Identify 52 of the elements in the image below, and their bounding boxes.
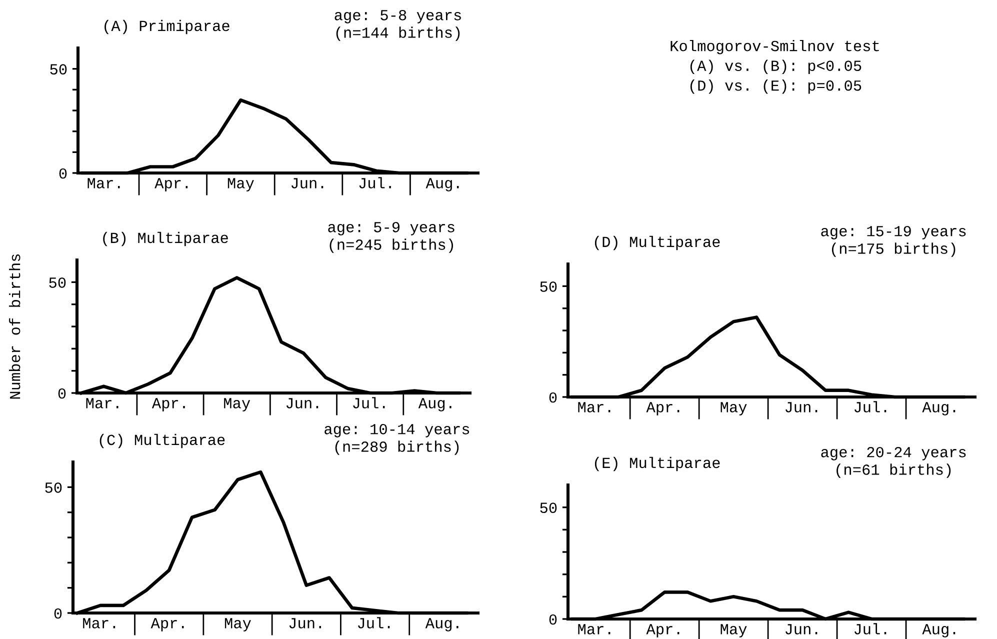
- x-tick-label: Aug.: [418, 398, 452, 412]
- x-tick-label: Aug.: [426, 178, 459, 192]
- y-tick-label: 50: [540, 281, 557, 292]
- x-tick-label: Jun.: [286, 398, 318, 408]
- x-tick-label: May: [224, 398, 250, 412]
- y-axis-title: Number of births: [9, 254, 20, 399]
- text: Kolmogorov-Smilnov test (A) vs. (B): p<0.05 (D) vs. (E): p=0.05: [670, 40, 879, 94]
- y-tick-label: 50: [50, 64, 67, 75]
- x-tick-label: Jul.: [353, 397, 385, 408]
- chart-title: (E) Multiparae: [594, 456, 720, 472]
- x-tick-label: Apr.: [646, 402, 680, 416]
- y-tick-label: 0: [549, 392, 557, 403]
- chart-title: (A) Primiparae: [104, 20, 230, 34]
- x-tick-label: Aug.: [922, 624, 956, 638]
- chart-subtitle: age: 15-19 years (n=175 births): [821, 226, 966, 257]
- chart-subtitle: age: 5-8 years (n=144 births): [334, 10, 461, 41]
- x-tick-label: May: [224, 618, 251, 632]
- x-tick-label: May: [228, 178, 254, 192]
- y-tick-label: 0: [58, 388, 66, 399]
- x-tick-label: Mar.: [83, 618, 116, 628]
- x-tick-label: May: [720, 624, 747, 638]
- chart-subtitle: age: 20-24 years (n=61 births): [821, 446, 966, 478]
- y-tick-label: 50: [45, 482, 62, 493]
- y-tick-label: 50: [540, 502, 557, 514]
- chart-subtitle: age: 10-14 years (n=289 births): [324, 424, 470, 455]
- chart-title: (C) Multiparae: [100, 434, 225, 448]
- x-tick-label: Jul.: [359, 177, 391, 188]
- x-tick-label: Jul.: [854, 623, 886, 634]
- y-tick-label: 0: [59, 168, 67, 179]
- x-tick-label: Jul.: [854, 401, 886, 412]
- x-tick-label: Jun.: [786, 624, 818, 634]
- x-tick-label: Apr.: [152, 398, 185, 412]
- chart-subtitle: age: 5-9 years (n=245 births): [328, 222, 454, 253]
- x-tick-label: May: [720, 402, 747, 416]
- x-tick-label: Apr.: [154, 178, 188, 192]
- x-tick-label: Aug.: [922, 402, 956, 416]
- x-tick-label: Mar.: [578, 402, 610, 412]
- x-tick-label: Apr.: [150, 618, 184, 632]
- chart-title: (B) Multiparae: [103, 232, 228, 246]
- chart-title: (D) Multiparae: [594, 236, 720, 250]
- x-tick-label: Mar.: [86, 398, 118, 408]
- y-tick-label: 50: [49, 277, 66, 288]
- y-tick-label: 0: [54, 608, 62, 619]
- x-tick-label: Apr.: [646, 624, 680, 638]
- x-tick-label: Jun.: [291, 178, 324, 188]
- x-tick-label: Jul.: [358, 617, 390, 628]
- x-tick-label: Aug.: [425, 618, 458, 632]
- x-tick-label: Jun.: [786, 402, 818, 412]
- x-tick-label: Jun.: [289, 618, 322, 628]
- x-tick-label: Mar.: [578, 624, 610, 634]
- x-tick-label: Mar.: [88, 178, 120, 188]
- y-tick-label: 0: [549, 614, 557, 625]
